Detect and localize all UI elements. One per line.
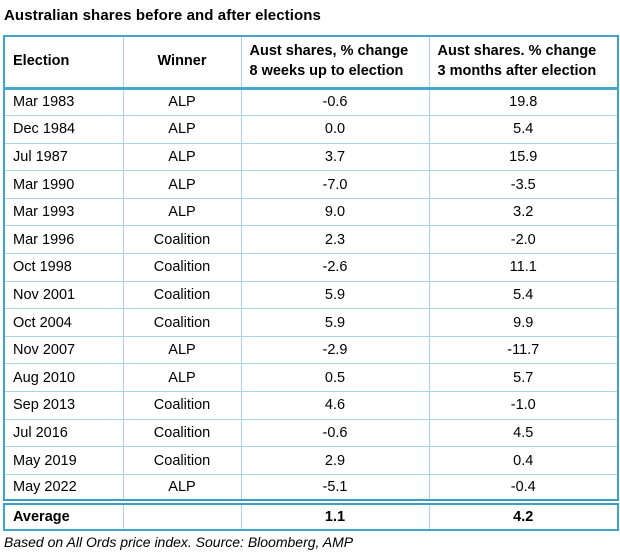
pre-election-change-cell: 3.7 <box>240 142 430 172</box>
post-election-change-cell: 5.4 <box>428 280 619 310</box>
average-post-election-change: 4.2 <box>428 498 619 531</box>
pre-election-change-cell: 0.0 <box>240 115 430 144</box>
election-cell: Aug 2010 <box>3 363 124 393</box>
chart-title: Australian shares before and after elect… <box>4 7 322 24</box>
table-row: Oct 2004 Coalition 5.9 9.9 <box>3 308 619 337</box>
election-cell: Mar 1993 <box>3 197 124 227</box>
winner-cell: ALP <box>122 473 242 503</box>
pre-election-change-cell: -7.0 <box>240 170 430 199</box>
table-row: May 2022 ALP -5.1 -0.4 <box>3 473 619 503</box>
elections-shares-table: Election Winner Aust shares, % change 8 w… <box>3 35 619 531</box>
election-cell: Nov 2007 <box>3 335 124 365</box>
election-cell: May 2019 <box>3 446 124 475</box>
post-election-change-cell: -11.7 <box>428 335 619 365</box>
table-row: Mar 1993 ALP 9.0 3.2 <box>3 197 619 227</box>
pre-election-change-cell: 4.6 <box>240 391 430 420</box>
election-cell: Mar 1996 <box>3 225 124 255</box>
header-line-2: 3 months after election <box>437 62 597 79</box>
pre-election-change-cell: -2.6 <box>240 253 430 282</box>
winner-cell: Coalition <box>122 391 242 420</box>
post-election-change-cell: 5.7 <box>428 363 619 393</box>
winner-cell: ALP <box>122 363 242 393</box>
post-election-change-cell: 11.1 <box>428 253 619 282</box>
average-pre-election-change: 1.1 <box>240 498 430 531</box>
table-body: Mar 1983 ALP -0.6 19.8 Dec 1984 ALP 0.0 5.4 Jul … <box>3 87 619 503</box>
post-election-change-cell: 15.9 <box>428 142 619 172</box>
pre-election-change-cell: -0.6 <box>240 418 430 448</box>
table-row: Jul 1987 ALP 3.7 15.9 <box>3 142 619 172</box>
table-row: Oct 1998 Coalition -2.6 11.1 <box>3 253 619 282</box>
winner-cell: Coalition <box>122 280 242 310</box>
election-cell: Nov 2001 <box>3 280 124 310</box>
post-election-change-cell: 19.8 <box>428 87 619 117</box>
winner-cell: Coalition <box>122 225 242 255</box>
post-election-change-cell: -3.5 <box>428 170 619 199</box>
average-row: Average 1.1 4.2 <box>3 498 619 531</box>
election-cell: Oct 2004 <box>3 308 124 337</box>
election-cell: Sep 2013 <box>3 391 124 420</box>
table-row: Nov 2007 ALP -2.9 -11.7 <box>3 335 619 365</box>
election-cell: Jul 2016 <box>3 418 124 448</box>
header-line-1: Aust shares, % change <box>249 43 409 60</box>
post-election-change-cell: 9.9 <box>428 308 619 337</box>
post-election-change-cell: 0.4 <box>428 446 619 475</box>
post-election-change-cell: -0.4 <box>428 473 619 503</box>
average-winner-cell <box>122 498 242 531</box>
table-row: Mar 1990 ALP -7.0 -3.5 <box>3 170 619 199</box>
election-cell: Mar 1990 <box>3 170 124 199</box>
table-header: Election Winner Aust shares, % change 8 w… <box>3 35 619 90</box>
average-label: Average <box>3 498 124 531</box>
post-election-change-cell: 4.5 <box>428 418 619 448</box>
pre-election-change-cell: 5.9 <box>240 308 430 337</box>
post-election-change-cell: 5.4 <box>428 115 619 144</box>
table-row: Mar 1996 Coalition 2.3 -2.0 <box>3 225 619 255</box>
table-footer: Average 1.1 4.2 <box>3 498 619 531</box>
header-line-2: 8 weeks up to election <box>249 62 404 79</box>
pre-election-change-cell: 5.9 <box>240 280 430 310</box>
pre-election-change-cell: 9.0 <box>240 197 430 227</box>
pre-election-change-cell: 2.9 <box>240 446 430 475</box>
winner-cell: ALP <box>122 115 242 144</box>
pre-election-change-cell: -0.6 <box>240 87 430 117</box>
pre-election-change-cell: 0.5 <box>240 363 430 393</box>
table-row: Sep 2013 Coalition 4.6 -1.0 <box>3 391 619 420</box>
post-election-change-cell: 3.2 <box>428 197 619 227</box>
winner-cell: ALP <box>122 87 242 117</box>
winner-cell: Coalition <box>122 308 242 337</box>
winner-cell: Coalition <box>122 418 242 448</box>
winner-cell: ALP <box>122 335 242 365</box>
election-cell: Mar 1983 <box>3 87 124 117</box>
winner-cell: ALP <box>122 142 242 172</box>
table-row: Dec 1984 ALP 0.0 5.4 <box>3 115 619 144</box>
header-line-1: Aust shares. % change <box>437 43 597 60</box>
post-election-change-cell: -1.0 <box>428 391 619 420</box>
winner-cell: ALP <box>122 170 242 199</box>
table-row: Aug 2010 ALP 0.5 5.7 <box>3 363 619 393</box>
election-cell: Dec 1984 <box>3 115 124 144</box>
pre-election-change-cell: -5.1 <box>240 473 430 503</box>
header-winner: Winner <box>122 35 242 90</box>
table-row: May 2019 Coalition 2.9 0.4 <box>3 446 619 475</box>
header-pre-election-change: Aust shares, % change 8 weeks up to elect… <box>240 35 430 90</box>
table-row: Jul 2016 Coalition -0.6 4.5 <box>3 418 619 448</box>
header-post-election-change: Aust shares. % change 3 months after elec… <box>428 35 619 90</box>
election-cell: Oct 1998 <box>3 253 124 282</box>
header-row: Election Winner Aust shares, % change 8 w… <box>3 35 619 90</box>
pre-election-change-cell: -2.9 <box>240 335 430 365</box>
header-election: Election <box>3 35 124 90</box>
source-note: Based on All Ords price index. Source: B… <box>4 533 354 550</box>
table-row: Mar 1983 ALP -0.6 19.8 <box>3 87 619 117</box>
election-cell: May 2022 <box>3 473 124 503</box>
winner-cell: Coalition <box>122 253 242 282</box>
election-cell: Jul 1987 <box>3 142 124 172</box>
post-election-change-cell: -2.0 <box>428 225 619 255</box>
winner-cell: Coalition <box>122 446 242 475</box>
pre-election-change-cell: 2.3 <box>240 225 430 255</box>
table-row: Nov 2001 Coalition 5.9 5.4 <box>3 280 619 310</box>
winner-cell: ALP <box>122 197 242 227</box>
